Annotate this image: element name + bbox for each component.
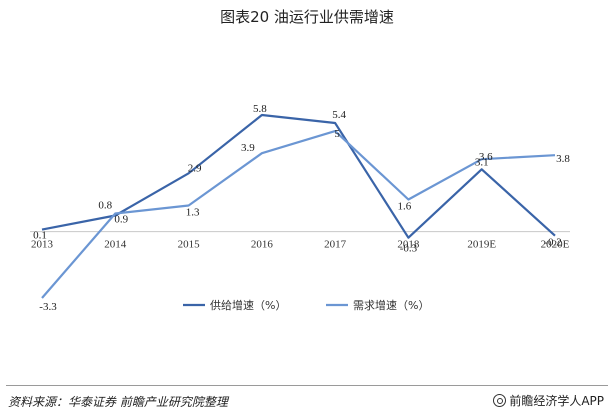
data-label: 5.8 — [253, 103, 267, 115]
data-label: 5 — [334, 128, 340, 140]
x-tick-label: 2020E — [541, 239, 570, 251]
legend-label-1: 供给增速（%） — [210, 298, 286, 312]
footer: 资料来源：华泰证券 前瞻产业研究院整理 前瞻经济学人APP — [0, 385, 614, 420]
data-label: 3.9 — [241, 142, 255, 154]
line-chart: 2013 2014 2015 2016 2017 2018 2019E 2020E 0.10.… — [30, 103, 570, 313]
data-label: 0.9 — [114, 214, 128, 226]
brand: 前瞻经济学人APP — [493, 392, 604, 409]
chart-title: 图表20 油运行业供需增速 — [220, 8, 394, 26]
data-label: 1.6 — [398, 200, 412, 212]
data-label: 0.8 — [98, 200, 112, 212]
source-note: 资料来源：华泰证券 前瞻产业研究院整理 — [8, 395, 228, 409]
legend: 供给增速（%） 需求增速（%） — [183, 298, 429, 312]
x-tick-label: 2015 — [178, 239, 201, 251]
data-label: 5.4 — [332, 109, 346, 121]
x-tick-label: 2018 — [397, 239, 420, 251]
x-tick-label: 2016 — [251, 239, 274, 251]
footer-divider — [6, 385, 608, 386]
data-label: 2.9 — [188, 162, 202, 174]
legend-label-2: 需求增速（%） — [353, 298, 429, 312]
brand-name: 前瞻经济学人APP — [509, 394, 604, 408]
series-line-1 — [41, 113, 556, 239]
brand-logo-icon — [493, 394, 507, 407]
x-tick-label: 2017 — [324, 239, 347, 251]
series-line-2 — [41, 130, 556, 299]
data-label: 1.3 — [186, 206, 200, 218]
data-label: -0.3 — [400, 243, 418, 255]
x-tick-label: 2019E — [467, 239, 496, 251]
data-label: 0.1 — [33, 230, 47, 242]
x-axis: 2013 2014 2015 2016 2017 2018 2019E 2020E — [30, 231, 570, 251]
data-label: 3.1 — [475, 156, 489, 168]
series-lines — [41, 113, 556, 299]
data-label: 3.8 — [556, 153, 570, 165]
x-tick-label: 2013 — [31, 239, 54, 251]
data-label: -0.2 — [544, 237, 561, 249]
data-label: 3.6 — [479, 151, 493, 163]
data-labels: 0.1 0.8 2.9 5.8 5.4 -0.3 3.1 -0.2 -3.3 0.9 1.3 3.9 5… — [33, 103, 570, 313]
data-label: -3.3 — [39, 301, 57, 313]
x-tick-label: 2014 — [104, 239, 127, 251]
